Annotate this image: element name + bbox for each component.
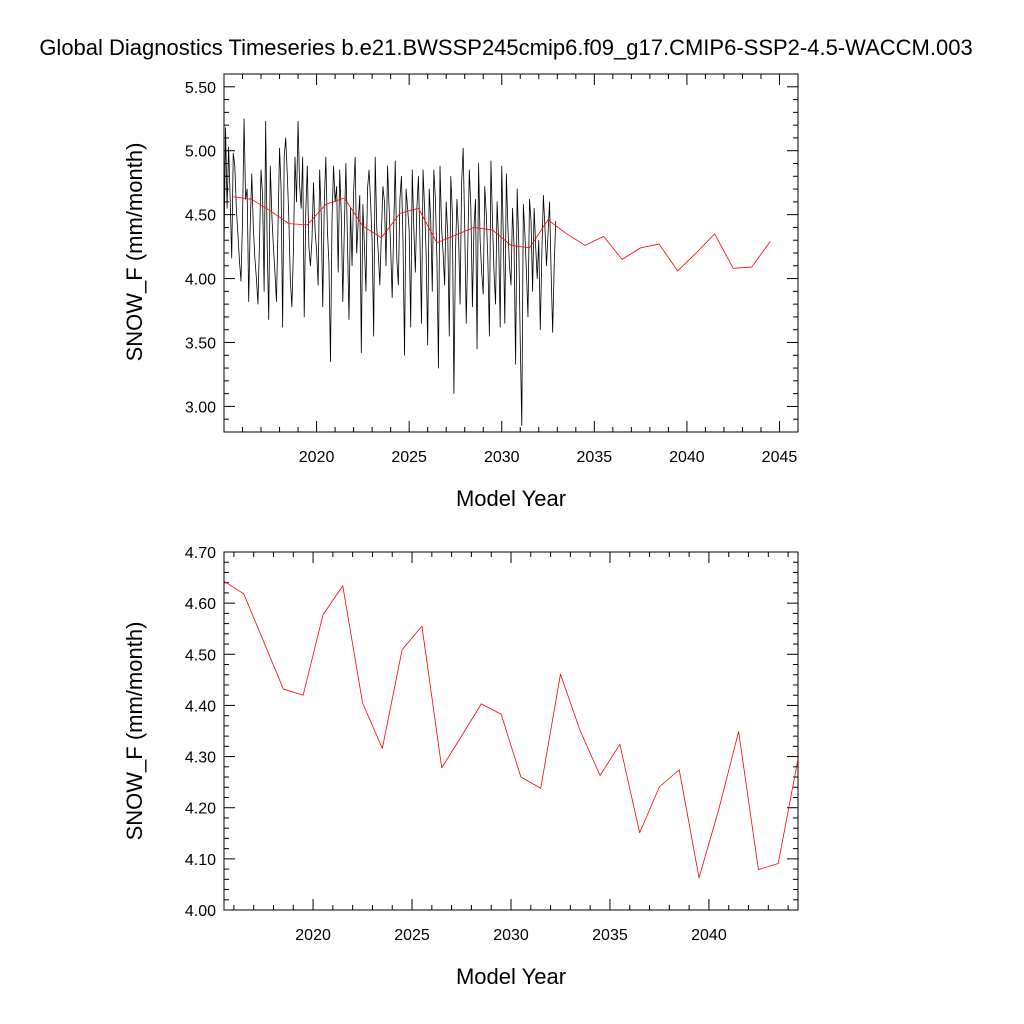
top-y-tick-label: 3.00 [185, 399, 216, 416]
top-y-tick-label: 3.50 [185, 336, 216, 353]
bottom-x-tick-label: 2035 [592, 927, 628, 944]
bottom-ylabel: SNOW_F (mm/month) [122, 622, 147, 841]
bottom-plot: SNOW_F (mm/month) Model Year 2020 2025 203… [122, 545, 799, 989]
top-x-tick-label: 2025 [391, 449, 427, 466]
bottom-y-tick-label: 4.30 [185, 750, 216, 767]
top-x-tick-label: 2045 [762, 449, 798, 466]
top-y-tick-label: 5.00 [185, 144, 216, 161]
bottom-x-tick-label: 2030 [493, 927, 529, 944]
top-y-tick-label: 4.00 [185, 272, 216, 289]
bottom-x-tick-label: 2025 [394, 927, 430, 944]
top-x-tick-label: 2035 [577, 449, 613, 466]
bottom-y-tick-label: 4.40 [185, 698, 216, 715]
bottom-y-tick-label: 4.20 [185, 801, 216, 818]
figure-title: Global Diagnostics Timeseries b.e21.BWSS… [39, 35, 972, 60]
top-ylabel: SNOW_F (mm/month) [122, 143, 147, 362]
top-y-tick-label: 4.50 [185, 208, 216, 225]
top-x-tick-label: 2030 [484, 449, 520, 466]
bottom-y-tick-label: 4.00 [185, 903, 216, 920]
bottom-y-tick-label: 4.10 [185, 852, 216, 869]
bottom-series-annual-mean-line [224, 580, 798, 879]
top-xlabel: Model Year [456, 486, 566, 511]
bottom-xlabel: Model Year [456, 964, 566, 989]
bottom-x-tick-label: 2040 [691, 927, 727, 944]
bottom-y-tick-label: 4.70 [185, 545, 216, 562]
bottom-y-tick-label: 4.60 [185, 596, 216, 613]
bottom-plot-frame [223, 551, 799, 911]
bottom-y-tick-label: 4.50 [185, 647, 216, 664]
top-plot-frame [223, 73, 799, 433]
top-series-monthly-line [224, 118, 557, 427]
top-plot: SNOW_F (mm/month) Model Year 2020 2025 203… [122, 73, 799, 511]
top-y-tick-label: 5.50 [185, 80, 216, 97]
top-series-annual-mean-line [233, 196, 771, 272]
top-x-tick-label: 2020 [299, 449, 335, 466]
bottom-x-tick-label: 2020 [295, 927, 331, 944]
top-x-tick-label: 2040 [669, 449, 705, 466]
